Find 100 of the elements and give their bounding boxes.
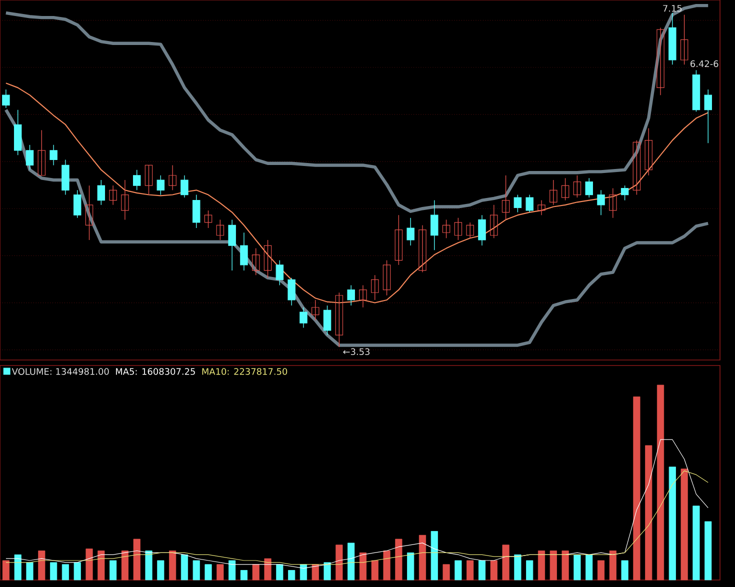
- bar: [86, 548, 93, 580]
- bar: [121, 550, 128, 580]
- bar: [478, 560, 486, 580]
- bar: [348, 542, 355, 580]
- candlestick: [97, 180, 106, 206]
- candlestick: [609, 188, 617, 218]
- bar: [656, 384, 664, 580]
- bar: [383, 550, 390, 580]
- bar: [216, 564, 224, 580]
- candlestick: [288, 277, 296, 306]
- bar: [110, 560, 117, 580]
- bar: [609, 550, 616, 580]
- candlestick: [550, 180, 558, 206]
- bar: [680, 468, 688, 580]
- bar: [264, 558, 272, 580]
- bar: [62, 564, 69, 580]
- bar: [145, 550, 152, 580]
- candlestick: [50, 144, 58, 166]
- bar: [324, 562, 331, 580]
- candlestick: [335, 292, 344, 348]
- candlestick: [312, 300, 320, 321]
- bar: [621, 560, 628, 580]
- bar: [442, 564, 450, 580]
- candlestick: [85, 185, 94, 240]
- candlestick: [704, 89, 712, 144]
- candlestick: [156, 175, 165, 196]
- bar: [169, 550, 176, 580]
- bar: [502, 544, 510, 580]
- bar: [395, 538, 402, 580]
- bar: [668, 466, 676, 580]
- bar: [288, 570, 296, 580]
- candlestick: [382, 260, 391, 296]
- bar: [692, 506, 700, 580]
- bar: [228, 560, 236, 580]
- candlestick: [228, 219, 236, 271]
- candlestick: [526, 194, 534, 213]
- bar: [574, 554, 581, 580]
- candlestick: [430, 200, 438, 250]
- candlestick: [644, 128, 652, 176]
- bar: [14, 554, 22, 580]
- bar: [407, 552, 414, 580]
- bar: [312, 564, 319, 580]
- annotation: 7.15: [663, 5, 682, 12]
- candlestick: [192, 194, 200, 228]
- bar: [38, 550, 46, 580]
- candlestick: [26, 144, 34, 170]
- candlestick: [144, 164, 153, 196]
- text: MA10: 2237817.50: [202, 368, 288, 375]
- candlestick: [240, 232, 248, 271]
- bar: [300, 564, 308, 580]
- bar: [98, 550, 105, 580]
- candlestick: [454, 217, 462, 240]
- bar: [645, 445, 652, 580]
- bar: [430, 531, 438, 580]
- candlestick: [585, 178, 593, 198]
- candlestick: [347, 284, 355, 306]
- bar: [597, 560, 605, 580]
- candlestick: [168, 164, 176, 190]
- candlestick: [418, 224, 426, 273]
- candlestick: [216, 219, 224, 240]
- bar: [26, 562, 34, 580]
- candlestick: [406, 217, 414, 246]
- bar: [466, 560, 474, 580]
- bar: [252, 564, 260, 580]
- candlestick: [359, 284, 367, 308]
- bar: [633, 396, 640, 580]
- candlestick: [300, 307, 308, 328]
- candlestick: [2, 89, 10, 108]
- annotation: ←3.53: [343, 348, 370, 356]
- bar: [336, 544, 343, 580]
- bar: [74, 562, 81, 580]
- candlestick: [632, 140, 641, 196]
- candlestick: [442, 219, 450, 238]
- bar: [276, 564, 284, 580]
- candlestick: [502, 175, 510, 220]
- candlestick: [466, 222, 474, 238]
- bar: [454, 560, 462, 580]
- candlestick: [620, 185, 629, 201]
- candlestick: [121, 180, 129, 220]
- candlestick: [514, 194, 522, 213]
- candlestick: [276, 260, 284, 286]
- text: MA5: 1608307.25: [116, 368, 195, 375]
- bar: [157, 560, 164, 580]
- candlestick: [132, 169, 141, 190]
- candlestick: [73, 190, 82, 218]
- candlestick: [656, 27, 664, 96]
- candlestick: [538, 200, 546, 216]
- bar: [192, 560, 200, 580]
- candlestick: [561, 178, 570, 201]
- candlestick: [680, 14, 688, 65]
- candlestick: [252, 248, 260, 276]
- bar: [50, 562, 58, 580]
- candlestick: [180, 175, 188, 198]
- candlestick: [204, 210, 212, 228]
- bar: [180, 554, 188, 580]
- candlestick: [371, 274, 379, 300]
- bar: [562, 550, 569, 580]
- candlestick: [264, 240, 272, 278]
- bar: [704, 521, 712, 580]
- candlestick: [573, 175, 582, 198]
